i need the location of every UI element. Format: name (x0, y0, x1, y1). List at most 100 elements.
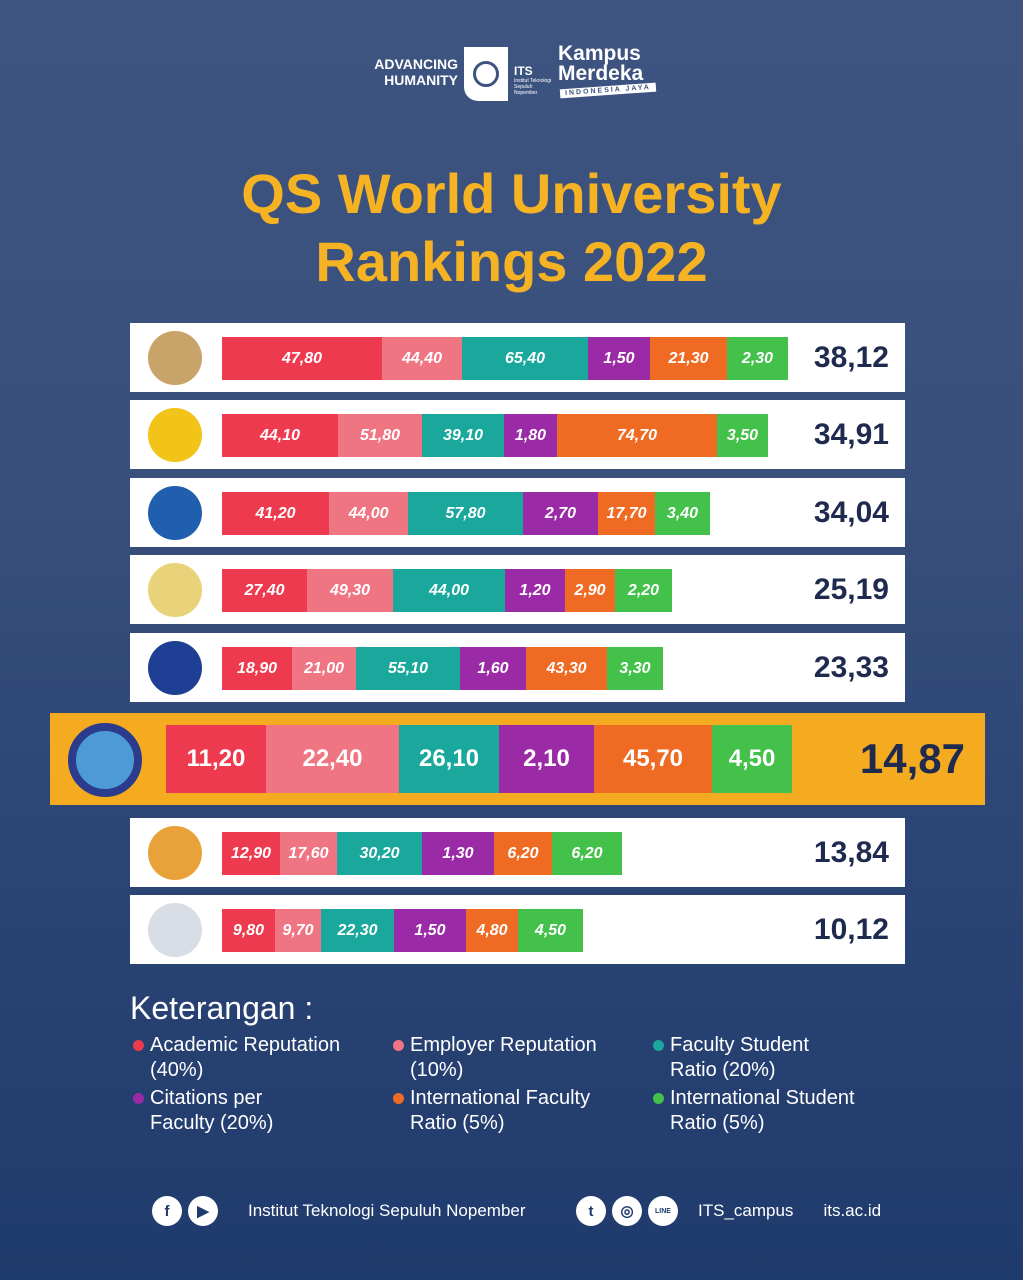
legend-label: International Student (670, 1087, 855, 1109)
legend-label: Ratio (5%) (410, 1112, 505, 1134)
legend-label: (40%) (150, 1059, 204, 1081)
legend-item: Employer Reputation (10%) (393, 1033, 597, 1083)
its-logo-icon (464, 47, 508, 101)
advancing-humanity-tagline: ADVANCING HUMANITY (362, 56, 458, 88)
ranking-row: 12,90 17,60 30,20 1,30 6,20 6,20 13,84 (130, 818, 905, 887)
bar-segment-intl-student: 4,50 (712, 725, 792, 793)
legend-title: Keterangan : (130, 990, 314, 1026)
legend-label: International Faculty (410, 1087, 591, 1109)
stacked-bar: 41,20 44,00 57,80 2,70 17,70 3,40 (222, 492, 710, 535)
bar-segment-faculty-student: 39,10 (422, 414, 504, 457)
its-subtitle: Institut Teknologi Sepuluh Nopember (514, 78, 552, 96)
kampus-merdeka-logo: Kampus Merdeka (558, 42, 644, 85)
overall-score: 38,12 (813, 340, 889, 374)
ranking-row: 41,20 44,00 57,80 2,70 17,70 3,40 34,04 (130, 478, 905, 547)
overall-score: 10,12 (813, 912, 889, 946)
bar-segment-intl-student: 2,20 (615, 569, 672, 612)
title-line: QS World University (241, 162, 782, 225)
youtube-icon[interactable]: ▶ (188, 1196, 218, 1226)
overall-score: 23,33 (813, 650, 889, 684)
bar-segment-academic: 12,90 (222, 832, 280, 875)
bar-segment-faculty-student: 44,00 (393, 569, 505, 612)
legend-item: International Faculty Ratio (5%) (393, 1086, 590, 1136)
bar-segment-intl-faculty: 6,20 (494, 832, 552, 875)
footer-handle[interactable]: ITS_campus (698, 1201, 794, 1220)
instagram-icon[interactable]: ◎ (612, 1196, 642, 1226)
ranking-row: 27,40 49,30 44,00 1,20 2,90 2,20 25,19 (130, 555, 905, 624)
legend-label: Ratio (20%) (670, 1059, 776, 1081)
ipb-logo-icon (148, 641, 202, 695)
bar-segment-intl-faculty: 2,90 (565, 569, 615, 612)
legend-label: Faculty (20%) (150, 1112, 274, 1134)
legend-item: International Student Ratio (5%) (653, 1086, 855, 1136)
ranking-row: 18,90 21,00 55,10 1,60 43,30 3,30 23,33 (130, 633, 905, 702)
bar-segment-intl-faculty: 74,70 (557, 414, 717, 457)
bar-segment-citations: 1,80 (504, 414, 557, 457)
facebook-icon[interactable]: f (152, 1196, 182, 1226)
legend-label: Ratio (5%) (670, 1112, 765, 1134)
stacked-bar: 9,80 9,70 22,30 1,50 4,80 4,50 (222, 909, 583, 952)
bar-segment-citations: 1,50 (588, 337, 650, 380)
bar-segment-citations: 2,10 (499, 725, 594, 793)
footer-site[interactable]: its.ac.id (823, 1201, 882, 1220)
stacked-bar: 47,80 44,40 65,40 1,50 21,30 2,30 (222, 337, 788, 380)
legend-label: Citations per (150, 1087, 263, 1109)
legend-label: Faculty Student (670, 1034, 809, 1056)
kampus-line: Kampus (558, 42, 641, 65)
page-title: QS World University Rankings 2022 (0, 160, 1023, 296)
kampus-line: Merdeka (558, 62, 644, 85)
stacked-bar: 18,90 21,00 55,10 1,60 43,30 3,30 (222, 647, 663, 690)
ugm-logo-icon (148, 331, 202, 385)
stacked-bar: 11,20 22,40 26,10 2,10 45,70 4,50 (166, 725, 792, 793)
bar-segment-employer: 9,70 (275, 909, 321, 952)
bar-segment-academic: 47,80 (222, 337, 382, 380)
twitter-icon[interactable]: t (576, 1196, 606, 1226)
bar-segment-intl-faculty: 45,70 (594, 725, 712, 793)
line-icon[interactable]: LINE (648, 1196, 678, 1226)
legend-dot-icon (393, 1093, 404, 1104)
legend-dot-icon (653, 1040, 664, 1051)
unpad-logo-icon (148, 826, 202, 880)
stacked-bar: 27,40 49,30 44,00 1,20 2,90 2,20 (222, 569, 672, 612)
bar-segment-intl-student: 6,20 (552, 832, 622, 875)
bar-segment-faculty-student: 57,80 (408, 492, 523, 535)
overall-score: 14,87 (859, 735, 965, 782)
bar-segment-academic: 27,40 (222, 569, 307, 612)
ui-logo-icon (148, 408, 202, 462)
ranking-row: 11,20 22,40 26,10 2,10 45,70 4,50 14,87 (50, 713, 985, 805)
title-line: Rankings 2022 (315, 230, 708, 293)
bar-segment-intl-student: 2,30 (727, 337, 788, 380)
bar-segment-citations: 1,60 (460, 647, 526, 690)
stacked-bar: 44,10 51,80 39,10 1,80 74,70 3,50 (222, 414, 768, 457)
bar-segment-employer: 44,00 (329, 492, 408, 535)
ranking-row: 9,80 9,70 22,30 1,50 4,80 4,50 10,12 (130, 895, 905, 964)
bar-segment-faculty-student: 26,10 (399, 725, 499, 793)
footer-name: Institut Teknologi Sepuluh Nopember (248, 1201, 526, 1220)
kampus-tag: INDONESIA JAYA (559, 82, 657, 99)
bar-segment-intl-student: 3,40 (655, 492, 710, 535)
overall-score: 13,84 (813, 835, 889, 869)
overall-score: 34,91 (813, 417, 889, 451)
its-name: ITS (514, 64, 533, 78)
bar-segment-employer: 44,40 (382, 337, 462, 380)
bar-segment-employer: 22,40 (266, 725, 399, 793)
footer-right: t ◎ LINE ITS_campus its.ac.id (576, 1196, 881, 1226)
itb-logo-icon (148, 486, 202, 540)
bar-segment-intl-faculty: 43,30 (526, 647, 607, 690)
bar-segment-intl-faculty: 17,70 (598, 492, 655, 535)
bar-segment-citations: 1,30 (422, 832, 494, 875)
legend-label: (10%) (410, 1059, 464, 1081)
legend-dot-icon (133, 1040, 144, 1051)
ranking-row: 44,10 51,80 39,10 1,80 74,70 3,50 34,91 (130, 400, 905, 469)
tagline-line: ADVANCING (374, 56, 458, 72)
bar-segment-faculty-student: 22,30 (321, 909, 394, 952)
bar-segment-academic: 41,20 (222, 492, 329, 535)
bar-segment-employer: 21,00 (292, 647, 356, 690)
legend-label: Employer Reputation (410, 1034, 597, 1056)
bar-segment-academic: 11,20 (166, 725, 266, 793)
ranking-row: 47,80 44,40 65,40 1,50 21,30 2,30 38,12 (130, 323, 905, 392)
bar-segment-employer: 17,60 (280, 832, 337, 875)
legend-dot-icon (133, 1093, 144, 1104)
bar-segment-citations: 1,20 (505, 569, 565, 612)
bar-segment-faculty-student: 65,40 (462, 337, 588, 380)
